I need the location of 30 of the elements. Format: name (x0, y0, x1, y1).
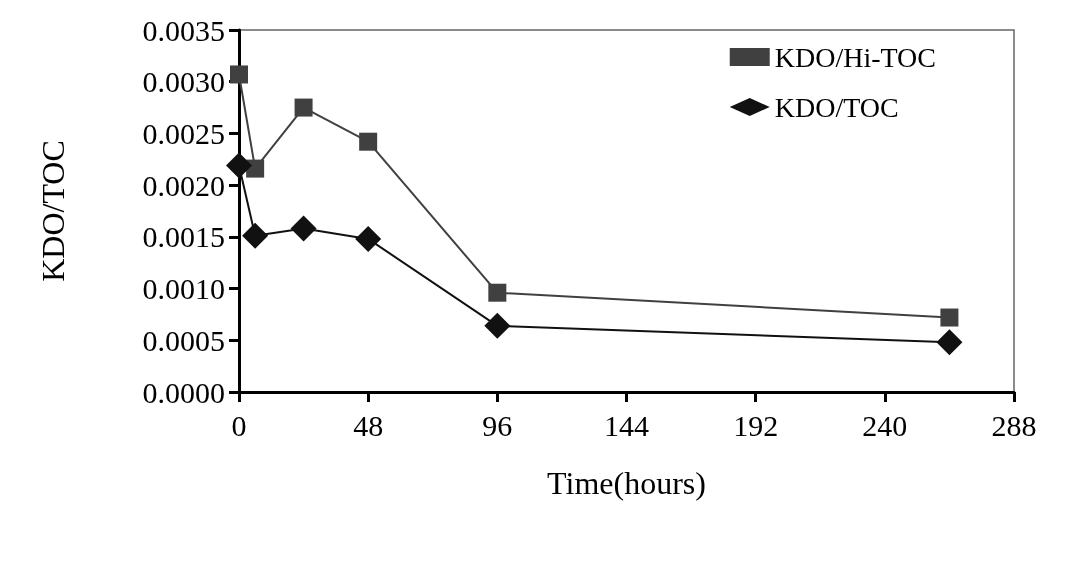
x-tick-label: 144 (604, 408, 649, 442)
y-tick-label: 0.0020 (142, 168, 225, 202)
point (484, 312, 511, 339)
point (936, 329, 963, 356)
x-tick-label: 48 (353, 408, 384, 442)
point (488, 283, 507, 302)
y-axis-title: KDO/TOC (35, 140, 71, 282)
point (226, 152, 252, 179)
y-tick-label: 0.0030 (142, 65, 225, 99)
x-axis-title: Time(hours) (547, 465, 706, 501)
x-tick-label: 0 (231, 408, 247, 442)
y-tick-label: 0.0025 (142, 116, 225, 150)
y-tick-label: 0.0035 (142, 13, 225, 47)
legend-label: KDO/TOC (774, 91, 899, 123)
point (359, 132, 378, 151)
legend-label: KDO/Hi-TOC (774, 41, 937, 73)
x-tick-label: 288 (991, 408, 1037, 442)
y-tick-label: 0.0005 (142, 323, 225, 357)
x-tick-label: 192 (733, 408, 779, 442)
point (940, 308, 959, 327)
y-tick-label: 0.0015 (142, 220, 225, 254)
point (242, 222, 269, 249)
point (230, 65, 248, 84)
point (294, 98, 313, 117)
y-tick-label: 0.0010 (142, 272, 225, 306)
y-tick-label: 0.0000 (142, 375, 225, 409)
point (290, 215, 317, 242)
x-tick-label: 96 (482, 408, 513, 442)
x-tick-label: 240 (862, 408, 908, 442)
point (355, 225, 382, 252)
